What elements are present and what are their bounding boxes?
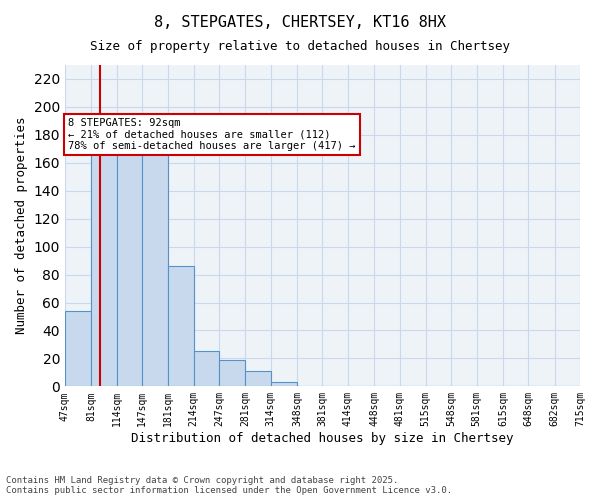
Bar — [142, 149, 168, 386]
Text: 8 STEPGATES: 92sqm
← 21% of detached houses are smaller (112)
78% of semi-detach: 8 STEPGATES: 92sqm ← 21% of detached hou… — [68, 118, 356, 152]
Bar — [194, 352, 219, 386]
Text: Size of property relative to detached houses in Chertsey: Size of property relative to detached ho… — [90, 40, 510, 53]
Bar — [91, 144, 116, 386]
Bar — [219, 360, 245, 386]
Bar — [65, 311, 91, 386]
Bar — [245, 371, 271, 386]
X-axis label: Distribution of detached houses by size in Chertsey: Distribution of detached houses by size … — [131, 432, 514, 445]
Text: 8, STEPGATES, CHERTSEY, KT16 8HX: 8, STEPGATES, CHERTSEY, KT16 8HX — [154, 15, 446, 30]
Y-axis label: Number of detached properties: Number of detached properties — [15, 117, 28, 334]
Bar — [168, 266, 194, 386]
Text: Contains HM Land Registry data © Crown copyright and database right 2025.
Contai: Contains HM Land Registry data © Crown c… — [6, 476, 452, 495]
Bar — [271, 382, 297, 386]
Bar — [116, 146, 142, 386]
